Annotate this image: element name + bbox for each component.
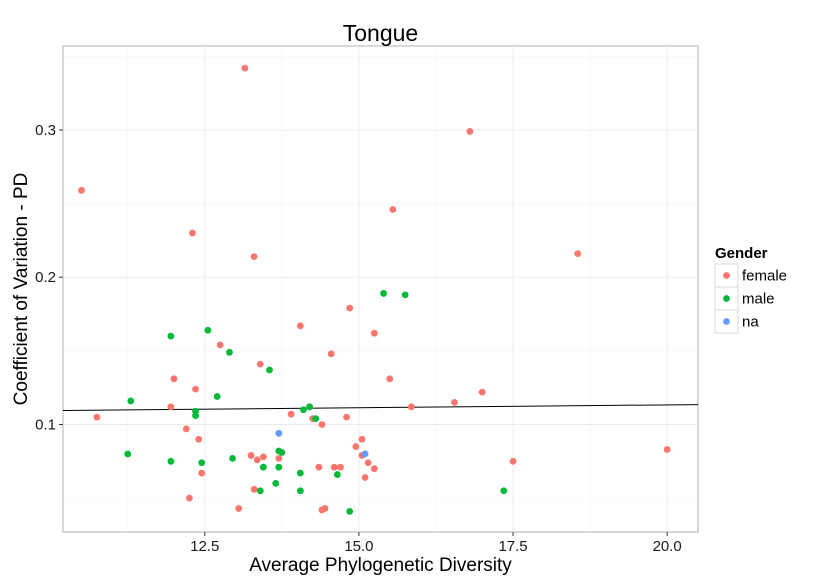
point-male (296, 487, 304, 495)
x-tick-label: 12.5 (190, 538, 219, 555)
point-female (337, 463, 344, 471)
point-female (250, 253, 258, 260)
point-male (278, 449, 286, 456)
point-male (312, 415, 320, 422)
x-axis-title: Average Phylogenetic Diversity (249, 555, 512, 576)
y-tick-label: 0.1 (35, 416, 56, 433)
point-female (343, 413, 350, 421)
point-female (259, 453, 267, 461)
point-male (380, 290, 387, 297)
point-na (275, 429, 283, 437)
point-female (451, 399, 458, 406)
point-female (275, 454, 283, 462)
x-tick-label: 20.0 (653, 538, 682, 555)
point-male (346, 507, 354, 515)
point-male (204, 326, 212, 334)
y-tick-label: 0.2 (35, 269, 56, 286)
point-female (78, 186, 85, 194)
point-female (370, 329, 378, 337)
point-male (226, 348, 233, 356)
point-female (330, 463, 338, 471)
point-female (170, 375, 178, 383)
point-male (300, 406, 307, 414)
x-axis-ticks: 12.5 15.0 17.5 20.0 (190, 532, 682, 555)
grid-minor (63, 46, 698, 532)
point-na (361, 450, 369, 458)
point-female (247, 452, 255, 459)
grid-major (63, 46, 698, 532)
point-female (352, 443, 360, 450)
legend-items: female male na (714, 263, 787, 334)
point-female (198, 469, 206, 477)
point-female (296, 322, 304, 330)
chart-title: Tongue (343, 20, 418, 46)
point-female (93, 413, 101, 421)
legend: Gender female male na (714, 245, 787, 334)
point-female (167, 403, 175, 411)
point-male (259, 463, 267, 471)
point-female (364, 459, 372, 467)
legend-dot-male (723, 295, 730, 302)
point-female (216, 341, 224, 349)
point-male (256, 487, 264, 495)
point-female (466, 128, 474, 135)
point-female (189, 229, 196, 237)
point-female (318, 421, 326, 428)
point-female (235, 505, 243, 512)
plot-panel (62, 45, 699, 533)
point-male (296, 469, 304, 477)
point-female (346, 304, 354, 312)
legend-dot-female (723, 272, 730, 279)
legend-label-na: na (742, 314, 759, 331)
y-tick-label: 0.3 (35, 122, 56, 139)
point-male (167, 332, 175, 340)
point-male (124, 450, 132, 458)
legend-label-female: female (742, 268, 787, 285)
point-male (333, 471, 341, 478)
point-male (275, 463, 283, 471)
point-male (213, 393, 221, 400)
point-female (370, 465, 378, 473)
legend-label-male: male (742, 291, 775, 308)
point-female (478, 388, 486, 396)
point-female (389, 206, 397, 213)
point-female (192, 385, 199, 393)
point-male (500, 487, 508, 495)
point-female (327, 350, 335, 358)
point-female (574, 250, 582, 258)
point-female (407, 403, 415, 411)
point-female (182, 425, 190, 433)
point-male (198, 459, 206, 467)
point-female (509, 457, 517, 465)
point-female (185, 494, 193, 502)
point-male (167, 457, 175, 465)
x-tick-label: 15.0 (344, 538, 373, 555)
point-male (127, 397, 135, 405)
point-female (256, 360, 264, 368)
point-female (663, 446, 671, 453)
point-male (401, 291, 409, 299)
points-layer (78, 64, 671, 515)
point-male (306, 403, 314, 411)
legend-dot-na (723, 318, 730, 325)
point-male (272, 480, 280, 487)
point-female (250, 485, 258, 493)
point-female (386, 375, 394, 383)
point-male (192, 407, 199, 415)
point-female (253, 456, 261, 464)
y-axis-title: Coefficient of Variation - PD (11, 173, 32, 406)
point-female (287, 410, 295, 418)
point-male (266, 366, 273, 374)
point-male (229, 454, 236, 462)
point-female (241, 64, 249, 72)
point-female (358, 435, 366, 443)
x-tick-label: 17.5 (498, 538, 527, 555)
point-female (361, 474, 369, 481)
point-female (315, 463, 323, 471)
point-female (195, 435, 203, 443)
y-axis-ticks: 0.1 0.2 0.3 (35, 122, 63, 433)
legend-title: Gender (715, 245, 768, 262)
point-female (321, 505, 329, 512)
